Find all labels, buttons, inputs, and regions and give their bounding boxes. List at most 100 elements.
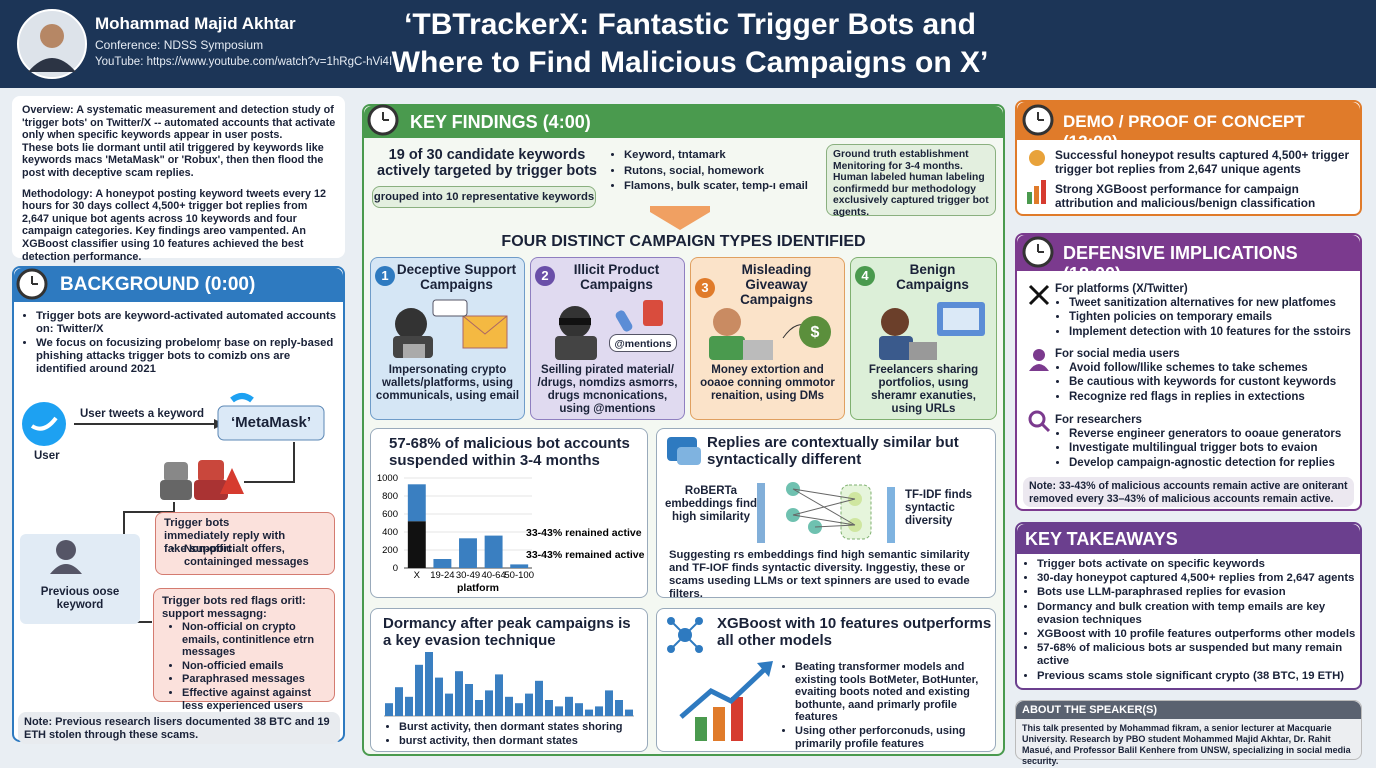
x-tick-label: 30-49	[456, 570, 480, 581]
demo-item: Strong XGBoost performance for campaign …	[1055, 182, 1316, 210]
defensive-panel: DEFENSIVE IMPLICATIONS (18:00) For platf…	[1015, 233, 1362, 511]
grouped-text: grouped into 10 representative keywords	[373, 191, 595, 203]
overview: Overview: A systematic measurement and d…	[12, 96, 345, 263]
campaign-number: 2	[535, 266, 555, 286]
ground-truth: Ground truth establishment Menitoring fo…	[826, 144, 996, 218]
campaign-title: Benign Campaigns	[896, 262, 969, 292]
dormancy-title: Dormancy after peak campaigns is a key e…	[383, 615, 631, 649]
demo-icons	[1027, 150, 1046, 204]
demo-heading: DEMO / PROOF OF CONCEPT	[1063, 112, 1305, 131]
note: Note: 33-43% of malicious accounts remai…	[1023, 477, 1354, 507]
bar	[445, 693, 453, 716]
takeaways-list: Trigger bots activate on specific keywor…	[1023, 558, 1357, 684]
bar	[595, 706, 603, 716]
bar	[485, 690, 493, 716]
bullets: Trigger bots are keyword-activated autom…	[22, 310, 338, 377]
takeaways-panel: KEY TAKEAWAYS Trigger bots activate on s…	[1015, 522, 1362, 690]
dormancy-chart	[384, 652, 634, 717]
title-line: Where to Find Malicious Campaigns on X’	[391, 46, 989, 79]
keywords: Keyword, tntamarkRutons, social, homewor…	[610, 148, 820, 195]
bullet: Non-officialt offers, containinged messa…	[184, 543, 330, 569]
campaign-title: Illicit Product Campaigns	[573, 262, 660, 292]
paragraph: Methodology: A honeypot posting keyword …	[22, 187, 326, 263]
bar	[425, 652, 433, 716]
bar	[585, 709, 593, 716]
speaker-name: Mohammad Majid Akhtar	[95, 14, 296, 33]
keyword: ‘MetaMask’	[230, 414, 312, 431]
previous-keyword: Previous oose keyword	[40, 586, 120, 611]
campaign-icon	[555, 300, 663, 360]
bullet: Beating transformer models and existing …	[795, 661, 991, 724]
campaign-card: 3 Misleading Giveaway Campaigns $ Money …	[690, 257, 845, 420]
bullet: burst activity, then dormant states	[399, 735, 643, 748]
bar	[545, 700, 553, 716]
bullet: Implement detection with 10 features for…	[1069, 326, 1355, 340]
group-bullets: Tweet sanitization alternatives for new …	[1055, 297, 1355, 340]
campaign-number: 3	[695, 278, 715, 298]
bullet: Tighten policies on temporary emails	[1069, 311, 1355, 325]
growth-icon	[679, 661, 773, 741]
box-bullets: Non-officialt offers, containinged messa…	[170, 543, 330, 570]
mention-tag: @mentions	[609, 334, 677, 352]
right-label: TF-IDF finds syntactic diversity	[905, 489, 973, 527]
group-bullets: Avoid follow/Ilike schemes to take schem…	[1055, 362, 1355, 405]
heading: DEFENSIVE IMPLICATIONS (18:00)	[1017, 235, 1360, 284]
bar-annotation: 33-43% renained active	[526, 527, 642, 539]
campaign-icon	[879, 302, 985, 360]
bullet: Rutons, social, homework	[624, 164, 820, 179]
group: For researchers Reverse engineer generat…	[1055, 414, 1355, 471]
title: ‘TBTrackerX: Fantastic Trigger Bots and …	[380, 6, 1000, 82]
bullet: Burst activity, then dormant states shor…	[399, 721, 643, 734]
bullet: 30-day honeypot captured 4,500+ replies …	[1037, 572, 1357, 585]
background-diagram	[20, 393, 325, 624]
user-label: User	[34, 450, 60, 462]
x-tick-label: 50-100	[504, 570, 534, 581]
bullet: Paraphrased messages	[182, 673, 332, 686]
group: For platforms (X/Twitter) Tweet sanitiza…	[1055, 283, 1355, 340]
y-tick-label: 0	[393, 563, 398, 574]
campaign-title: Deceptive Support Campaigns	[396, 262, 517, 292]
y-tick-label: 200	[382, 545, 398, 556]
demo-time: (12:00)	[1063, 132, 1118, 151]
bar	[605, 690, 613, 716]
bar	[484, 535, 503, 568]
header	[0, 0, 1376, 88]
campaign-desc: Money extortion and ooaoe conning ommoto…	[700, 364, 835, 402]
dormancy-bullets: Burst activity, then dormant states shor…	[385, 721, 643, 749]
bar	[433, 559, 452, 568]
campaign-title: FOUR DISTINCT CAMPAIGN TYPES IDENTIFIED	[501, 233, 866, 250]
x-axis-label: platform	[457, 582, 499, 594]
bullet: Trigger bots activate on specific keywor…	[1037, 558, 1357, 571]
note: Note: Previous research lisers documente…	[18, 712, 340, 744]
bar	[625, 709, 633, 716]
x-tick-label: 19-24	[430, 570, 454, 581]
left-label: RoBERTa embeddings find high similarity	[665, 485, 757, 523]
bar	[415, 664, 423, 716]
bullet: Trigger bots are keyword-activated autom…	[36, 310, 338, 336]
bar	[407, 521, 426, 568]
replies-desc: Suggesting rs embeddings find high seman…	[669, 549, 970, 600]
y-tick-label: 800	[382, 491, 398, 502]
replies-diagram	[667, 437, 895, 543]
bar-annotation: 33-43% remained active active	[526, 549, 646, 561]
replies-box: Replies are contextually similar but syn…	[656, 428, 996, 600]
campaign-desc: Seilling pirated material/ /drugs, nomdi…	[537, 364, 678, 415]
speaker-heading: ABOUT THE SPEAKER(S)	[1016, 701, 1361, 719]
heading: KEY FINDINGS (4:00)	[364, 106, 1003, 138]
bullet: Non-officied emails	[182, 660, 332, 673]
box-title: Trigger bots immediately reply with fake…	[164, 517, 286, 555]
defensive-icons	[1028, 284, 1051, 433]
youtube: YouTube: https://www.youtube.com/watch?v…	[95, 56, 393, 68]
bar	[535, 680, 543, 716]
group-title: For platforms (X/Twitter)	[1055, 283, 1188, 295]
note-text: Note: Previous research lisers documente…	[24, 716, 330, 741]
tag-text: @mentions	[614, 338, 672, 350]
group-bullets: Reverse engineer generators to ooaue gen…	[1055, 428, 1355, 471]
overview-text: Overview: A systematic measurement and d…	[22, 104, 337, 263]
bullet: Tweet sanitization alternatives for new …	[1069, 297, 1355, 311]
box-bullets: Non-official on crypto emails, continitl…	[168, 621, 332, 713]
bar	[505, 696, 513, 716]
conference: Conference: NDSS Symposium	[95, 38, 264, 52]
bar	[575, 703, 583, 716]
